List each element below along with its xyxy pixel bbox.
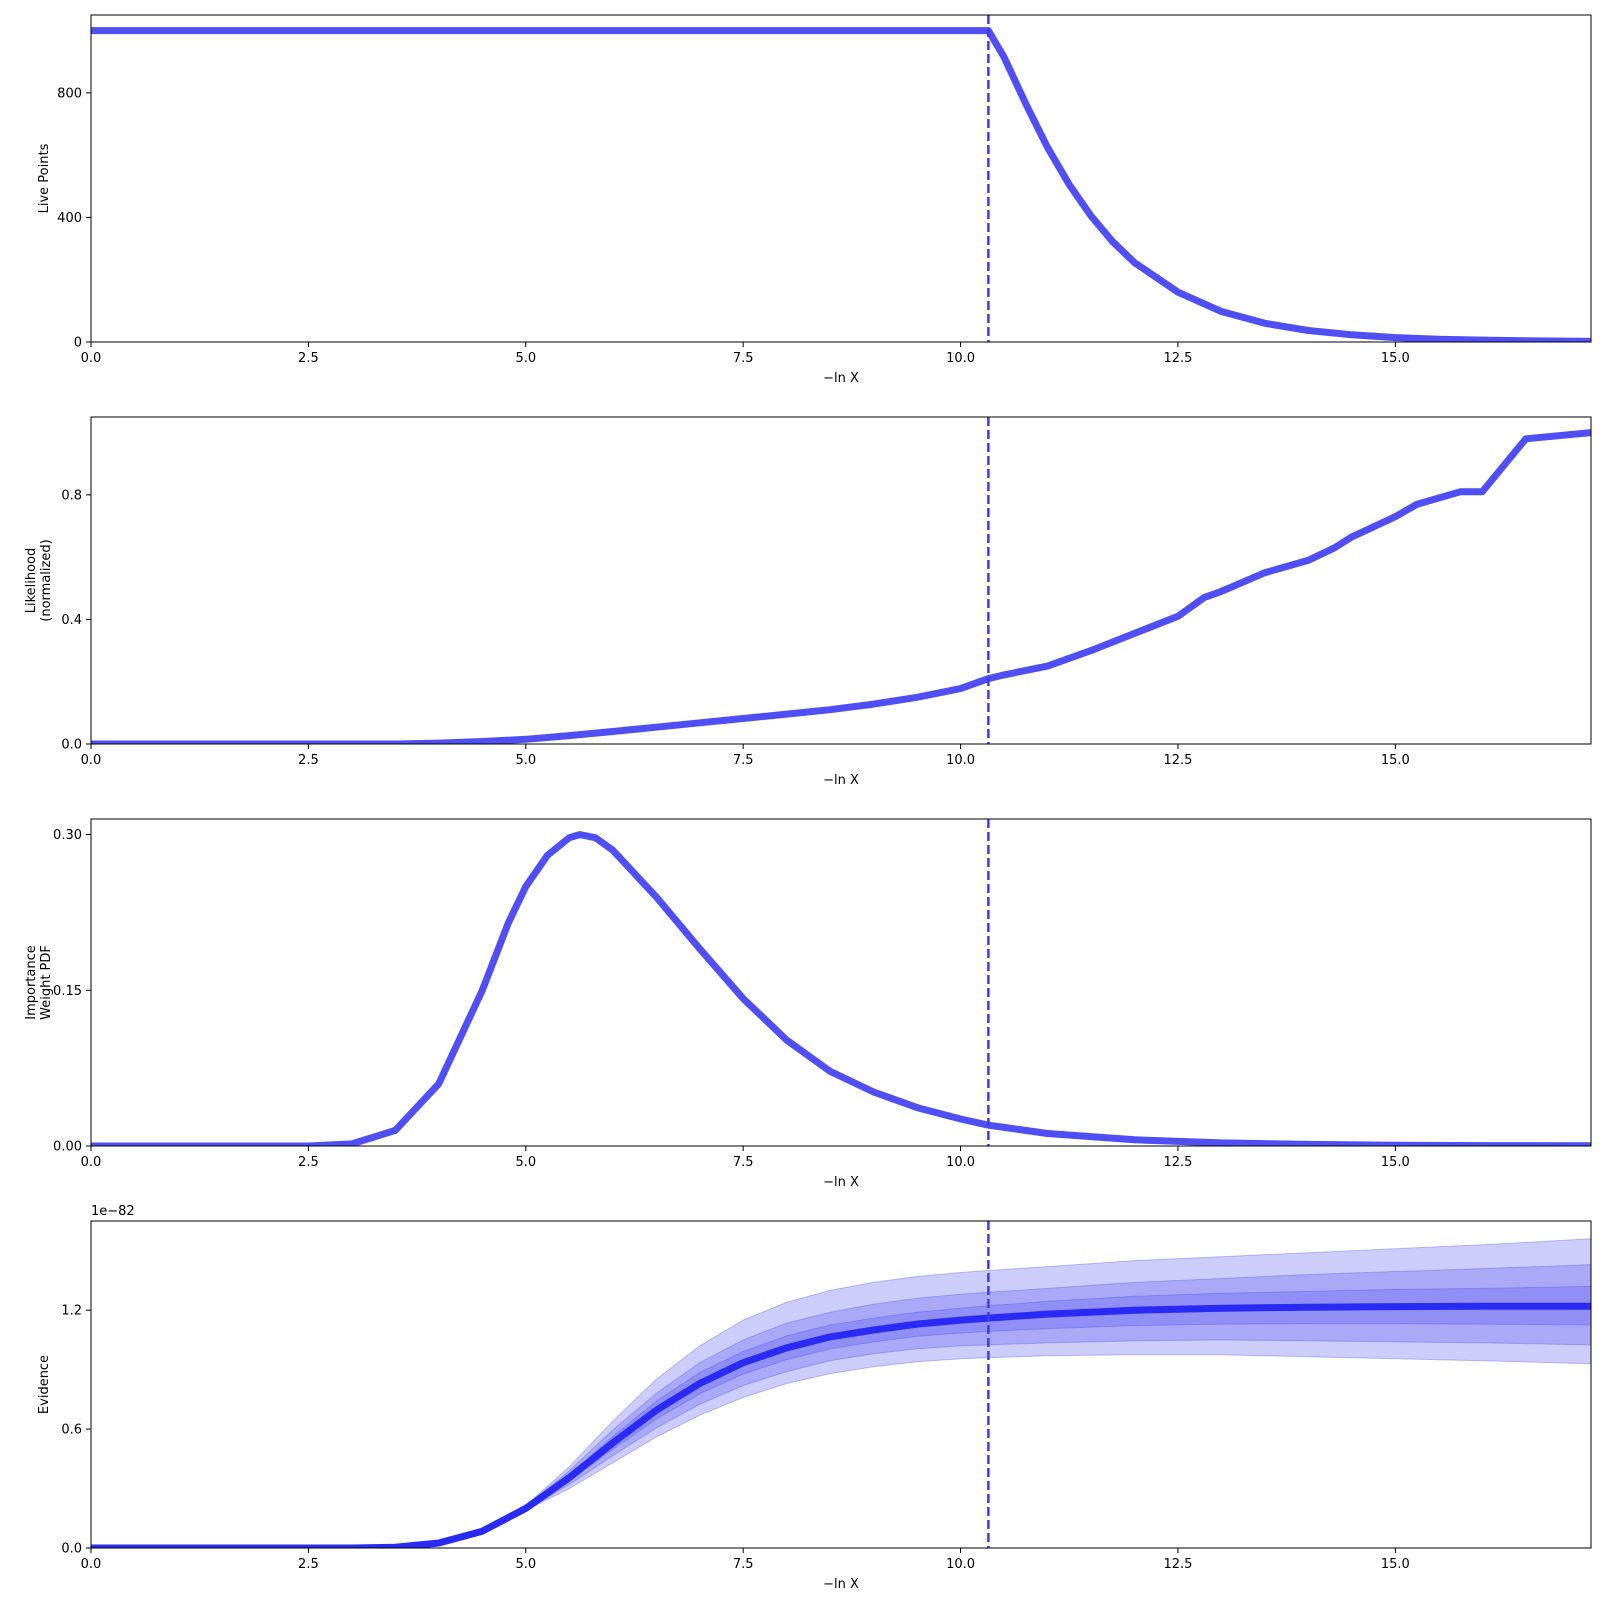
y-tick-label: 0.0 <box>61 1542 82 1557</box>
x-tick-label: 10.0 <box>946 1557 975 1572</box>
y-axis-label: Live Points <box>37 143 52 213</box>
y-tick-label: 0.8 <box>61 488 82 503</box>
sigma-band-3 <box>91 1238 1591 1548</box>
plot-area-likelihood <box>91 417 1591 744</box>
x-tick-label: 2.5 <box>298 1557 319 1572</box>
y-axis-label: (normalized) <box>39 539 54 621</box>
x-tick-label: 0.0 <box>81 351 102 366</box>
sigma-band-2 <box>91 1264 1591 1548</box>
series-line-evidence <box>91 1302 1591 1548</box>
axes-frame-likelihood <box>90 416 1592 745</box>
series-line-likelihood <box>91 429 1591 744</box>
y-offset-label: 1e−82 <box>91 1204 135 1219</box>
y-tick-label: 800 <box>57 86 82 101</box>
y-tick-label: 0.30 <box>53 828 82 843</box>
y-tick-label: 0.15 <box>53 984 82 999</box>
x-tick-label: 5.0 <box>515 1155 536 1170</box>
x-tick-label: 10.0 <box>946 1155 975 1170</box>
x-tick-label: 2.5 <box>298 351 319 366</box>
axes-frame-importance <box>90 818 1592 1147</box>
x-tick-label: 7.5 <box>733 351 754 366</box>
panel-live: 0.0 2.5 5.0 7.5 10.0 12.5 15.0 0 400 800 −ln X Live… <box>37 14 1592 386</box>
x-tick-label: 10.0 <box>946 351 975 366</box>
plot-area-live <box>91 15 1591 342</box>
y-tick-label: 0.0 <box>61 738 82 753</box>
x-tick-label: 5.0 <box>515 1557 536 1572</box>
x-tick-label: 7.5 <box>733 753 754 768</box>
y-axis-label: Importance <box>24 945 39 1020</box>
x-tick-label: 0.0 <box>81 1155 102 1170</box>
x-tick-label: 5.0 <box>515 351 536 366</box>
x-tick-label: 2.5 <box>298 1155 319 1170</box>
x-tick-label: 0.0 <box>81 1557 102 1572</box>
series-line-importance <box>91 831 1591 1146</box>
x-tick-label: 10.0 <box>946 753 975 768</box>
axes-frame-evidence <box>90 1220 1592 1549</box>
series-line-live <box>91 27 1591 342</box>
x-tick-label: 15.0 <box>1381 1557 1410 1572</box>
y-tick-label: 0 <box>74 336 82 351</box>
sigma-band-1 <box>91 1285 1591 1548</box>
panel-importance: 0.0 2.5 5.0 7.5 10.0 12.5 15.0 0.00 0.15 0.30 −ln … <box>24 818 1592 1190</box>
x-tick-label: 15.0 <box>1381 753 1410 768</box>
x-tick-label: 0.0 <box>81 753 102 768</box>
y-tick-label: 0.4 <box>61 613 82 628</box>
plot-area-importance <box>91 819 1591 1146</box>
x-axis-label: −ln X <box>823 371 859 386</box>
x-axis-label: −ln X <box>823 773 859 788</box>
y-tick-label: 400 <box>57 211 82 226</box>
y-tick-label: 1.2 <box>61 1304 82 1319</box>
y-axis-label: Evidence <box>37 1355 52 1414</box>
x-tick-label: 15.0 <box>1381 1155 1410 1170</box>
y-axis-label: Weight PDF <box>39 945 54 1020</box>
y-axis-label: Likelihood <box>24 548 39 614</box>
x-tick-label: 12.5 <box>1163 1155 1192 1170</box>
x-tick-label: 12.5 <box>1163 351 1192 366</box>
x-axis-label: −ln X <box>823 1175 859 1190</box>
axes-frame-live <box>90 14 1592 343</box>
x-tick-label: 7.5 <box>733 1557 754 1572</box>
x-tick-label: 7.5 <box>733 1155 754 1170</box>
panel-likelihood: 0.0 2.5 5.0 7.5 10.0 12.5 15.0 0.0 0.4 0.8 −ln X Li… <box>24 416 1592 788</box>
x-tick-label: 2.5 <box>298 753 319 768</box>
x-tick-label: 12.5 <box>1163 1557 1192 1572</box>
x-tick-label: 12.5 <box>1163 753 1192 768</box>
plot-area-evidence <box>91 1221 1591 1548</box>
y-tick-label: 0.00 <box>53 1140 82 1155</box>
x-tick-label: 15.0 <box>1381 351 1410 366</box>
x-axis-label: −ln X <box>823 1577 859 1592</box>
panel-evidence: 0.0 2.5 5.0 7.5 10.0 12.5 15.0 0.0 0.6 1.2 −ln X Ev… <box>37 1204 1592 1592</box>
x-tick-label: 5.0 <box>515 753 536 768</box>
y-tick-label: 0.6 <box>61 1423 82 1438</box>
